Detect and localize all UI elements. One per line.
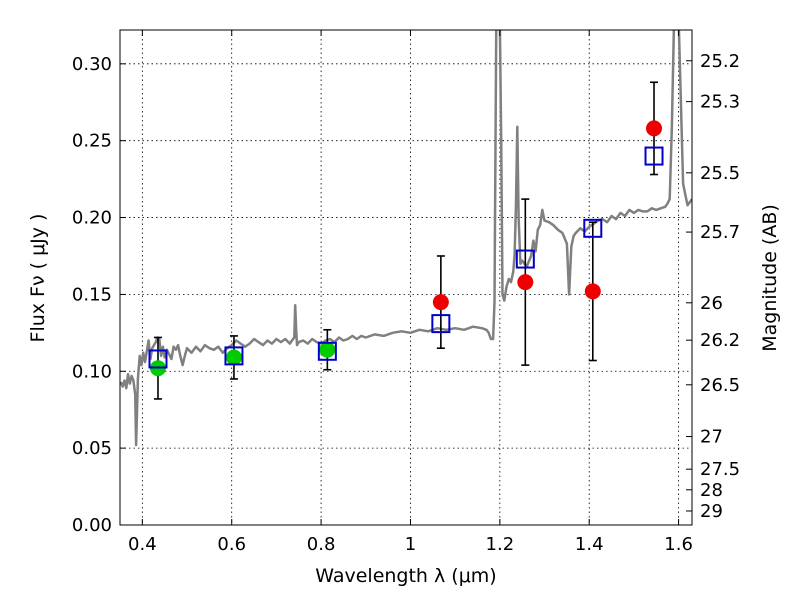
y-tick-label: 0.30 bbox=[72, 54, 112, 75]
y-tick-label: 0.15 bbox=[72, 284, 112, 305]
x-axis-ticks: 0.4 0.6 0.8 1 1.2 1.4 1.6 bbox=[128, 30, 693, 555]
observed-nir-points bbox=[432, 120, 663, 311]
model-photometry-box bbox=[317, 341, 337, 361]
magnitude-tick-label: 25.3 bbox=[700, 92, 740, 113]
model-spectrum bbox=[120, 30, 692, 447]
plot-frame bbox=[119, 29, 693, 526]
magnitude-axis-label: Magnitude (AB) bbox=[759, 204, 781, 352]
x-tick-label: 0.4 bbox=[128, 534, 157, 555]
model-photometry-box bbox=[148, 349, 168, 369]
x-tick-label: 1.6 bbox=[664, 534, 693, 555]
magnitude-tick-label: 29 bbox=[700, 501, 723, 522]
observed-nir-point bbox=[646, 120, 663, 137]
observed-nir-point bbox=[517, 274, 534, 291]
x-axis-label: Wavelength λ (μm) bbox=[315, 565, 496, 587]
model-photometry-box bbox=[224, 346, 244, 366]
observed-nir-point bbox=[432, 294, 449, 311]
model-photometry-box bbox=[583, 218, 603, 238]
magnitude-tick-label: 26 bbox=[700, 293, 723, 314]
y-tick-label: 0.10 bbox=[72, 361, 112, 382]
observed-optical-point bbox=[319, 341, 336, 358]
observed-optical-points bbox=[149, 341, 336, 377]
magnitude-tick-label: 25.5 bbox=[700, 163, 740, 184]
x-tick-label: 0.6 bbox=[217, 534, 246, 555]
magnitude-tick-label: 27 bbox=[700, 427, 723, 448]
grid-lines bbox=[120, 30, 692, 526]
model-photometry-boxes bbox=[148, 146, 664, 369]
frame-rect bbox=[119, 29, 693, 526]
y-tick-label: 0.05 bbox=[72, 438, 112, 459]
spectrum-line bbox=[120, 30, 692, 447]
magnitude-tick-label: 26.2 bbox=[700, 330, 740, 351]
model-photometry-box bbox=[431, 314, 451, 334]
observed-optical-point bbox=[225, 349, 242, 366]
x-tick-label: 1 bbox=[405, 534, 416, 555]
magnitude-tick-label: 27.5 bbox=[700, 459, 740, 480]
y-tick-label: 0.25 bbox=[72, 131, 112, 152]
magnitude-tick-label: 28 bbox=[700, 480, 723, 501]
y-tick-label: 0.00 bbox=[72, 515, 112, 536]
magnitude-tick-label: 25.2 bbox=[700, 51, 740, 72]
model-photometry-box bbox=[644, 146, 664, 166]
model-photometry-box bbox=[515, 249, 535, 269]
y-tick-label: 0.20 bbox=[72, 208, 112, 229]
magnitude-tick-label: 25.7 bbox=[700, 222, 740, 243]
y-axis-label: Flux Fν ( μJy ) bbox=[27, 214, 49, 343]
magnitude-tick-label: 26.5 bbox=[700, 375, 740, 396]
x-tick-label: 1.4 bbox=[575, 534, 604, 555]
observed-nir-point bbox=[584, 283, 601, 300]
y-axis-ticks: 0.00 0.05 0.10 0.15 0.20 0.25 0.30 bbox=[72, 54, 126, 536]
x-tick-label: 0.8 bbox=[307, 534, 336, 555]
x-tick-label: 1.2 bbox=[486, 534, 515, 555]
